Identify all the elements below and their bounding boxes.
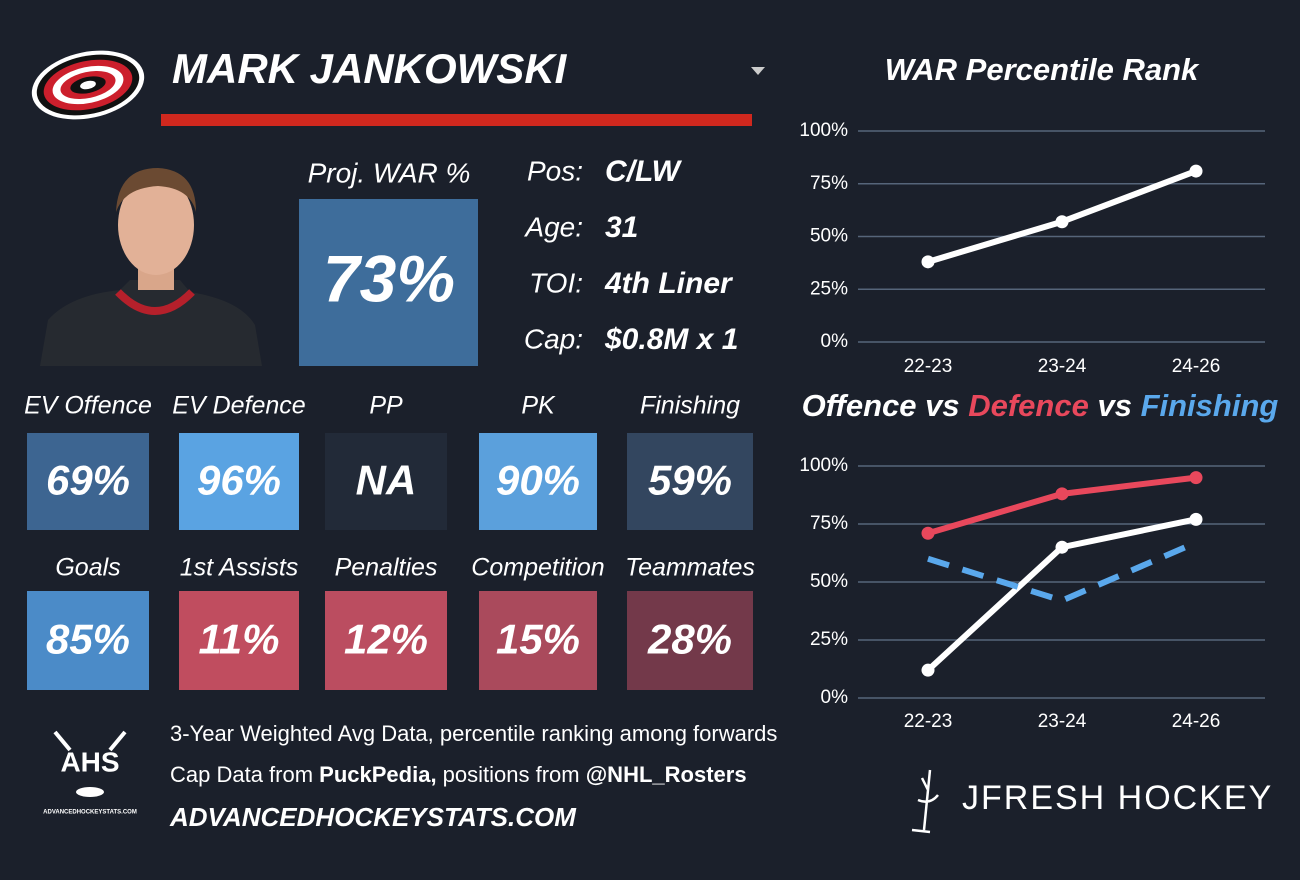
footer-line2: Cap Data from PuckPedia, positions from … <box>170 762 747 787</box>
ahs-logo-site: ADVANCEDHOCKEYSTATS.COM <box>43 810 137 816</box>
tile-value: 28% <box>647 616 732 663</box>
tile-value: 85% <box>46 616 130 663</box>
proj-war-box <box>299 199 478 366</box>
y-tick-label: 50% <box>810 226 848 247</box>
x-tick-label: 23-24 <box>1038 356 1087 377</box>
tile-label: Goals <box>55 554 120 582</box>
tile-label: Competition <box>471 554 604 582</box>
tile-box <box>479 591 597 690</box>
legend-separator: vs <box>917 388 969 423</box>
info-label: Age: <box>523 211 583 242</box>
tile-label: EV Defence <box>172 392 305 420</box>
y-tick-label: 0% <box>821 331 849 352</box>
tile-label: PK <box>521 392 556 420</box>
tile-box <box>179 591 299 690</box>
point <box>921 663 935 677</box>
chart-title: WAR Percentile Rank <box>885 52 1200 87</box>
x-tick-label: 22-23 <box>904 711 953 732</box>
tile-box <box>179 433 299 530</box>
y-tick-label: 50% <box>810 571 848 592</box>
tile-box <box>325 433 447 530</box>
x-tick-label: 24-26 <box>1172 356 1221 377</box>
legend-entry: Finishing <box>1141 388 1279 423</box>
x-tick-label: 23-24 <box>1038 711 1087 732</box>
tile-value: 15% <box>496 616 580 663</box>
tile-label: PP <box>369 392 403 420</box>
footer-line1: 3-Year Weighted Avg Data, percentile ran… <box>170 721 777 746</box>
footer-segment: Cap Data from <box>170 762 319 787</box>
tile-box <box>627 433 753 530</box>
tile-value: 90% <box>496 457 580 504</box>
tile-value: 12% <box>344 616 428 663</box>
tile-value: 96% <box>197 457 281 504</box>
series-line <box>927 539 1198 604</box>
point <box>1055 215 1069 229</box>
legend-separator: vs <box>1089 388 1141 423</box>
charts: WAR Percentile Rank 0% 25% 50% 75% 100% 22-23 2… <box>799 52 1278 732</box>
info-label: TOI: <box>529 267 583 298</box>
tile-label: 1st Assists <box>180 554 299 582</box>
tile-box <box>479 433 597 530</box>
legend-entry: Offence <box>802 388 917 423</box>
brand-mark <box>911 769 939 834</box>
tile-label: EV Offence <box>24 392 152 420</box>
tile-value: 11% <box>199 616 280 663</box>
x-tick-label: 24-26 <box>1172 711 1221 732</box>
y-tick-label: 25% <box>810 629 848 650</box>
point <box>921 526 935 540</box>
y-tick-label: 75% <box>810 513 848 534</box>
info-value: 4th Liner <box>604 267 734 300</box>
point <box>1189 512 1203 526</box>
tile-label: Penalties <box>335 554 438 582</box>
dropdown-caret[interactable] <box>751 67 765 75</box>
info-value: C/LW <box>605 155 683 188</box>
info: Pos: C/LW Age: 31 TOI: 4th Liner Cap: $0.8M x 1 <box>523 155 738 356</box>
footer-site[interactable]: ADVANCEDHOCKEYSTATS.COM <box>169 802 577 832</box>
player-photo <box>40 168 262 366</box>
footer-segment: positions from <box>437 762 586 787</box>
tiles: EV Offence 69% EV Defence 96% PP NA PK 90% Finis… <box>24 392 755 690</box>
tile-value: 69% <box>46 457 130 504</box>
footer-segment: PuckPedia, <box>319 762 436 787</box>
legend-entry: Defence <box>968 388 1089 423</box>
tile-box <box>27 433 149 530</box>
point <box>921 255 935 269</box>
point <box>1189 164 1203 178</box>
tile-box <box>325 591 447 690</box>
proj-war-label: Proj. WAR % <box>308 157 471 188</box>
tile-label: Teammates <box>625 554 755 582</box>
tile-box <box>627 591 753 690</box>
info-value: $0.8M x 1 <box>604 323 738 356</box>
y-tick-label: 25% <box>810 278 848 299</box>
info-label: Cap: <box>524 323 583 354</box>
proj-war-value: 73% <box>323 241 455 315</box>
point <box>1189 471 1203 485</box>
header-bar <box>161 114 752 126</box>
chart-title: Offence vs Defence vs Finishing <box>802 388 1279 423</box>
y-tick-label: 100% <box>799 455 848 476</box>
point <box>1055 540 1069 554</box>
y-tick-label: 100% <box>799 120 848 141</box>
info-value: 31 <box>605 211 638 244</box>
y-tick-label: 75% <box>810 173 848 194</box>
tile-value: NA <box>356 457 417 504</box>
ahs-logo-text: AHS <box>60 746 119 777</box>
info-label: Pos: <box>527 155 583 186</box>
team-logo <box>31 50 145 120</box>
ahs-logo: AHS ADVANCEDHOCKEYSTATS.COM <box>43 730 137 816</box>
player-name: MARK JANKOWSKI <box>172 45 568 92</box>
brand-name: JFRESH HOCKEY <box>962 779 1273 817</box>
tile-box <box>27 591 149 690</box>
y-tick-label: 0% <box>821 687 849 708</box>
point <box>1055 487 1069 501</box>
x-tick-label: 22-23 <box>904 356 953 377</box>
tile-value: 59% <box>648 457 732 504</box>
tile-label: Finishing <box>640 392 740 420</box>
footer-segment: @NHL_Rosters <box>586 762 747 787</box>
